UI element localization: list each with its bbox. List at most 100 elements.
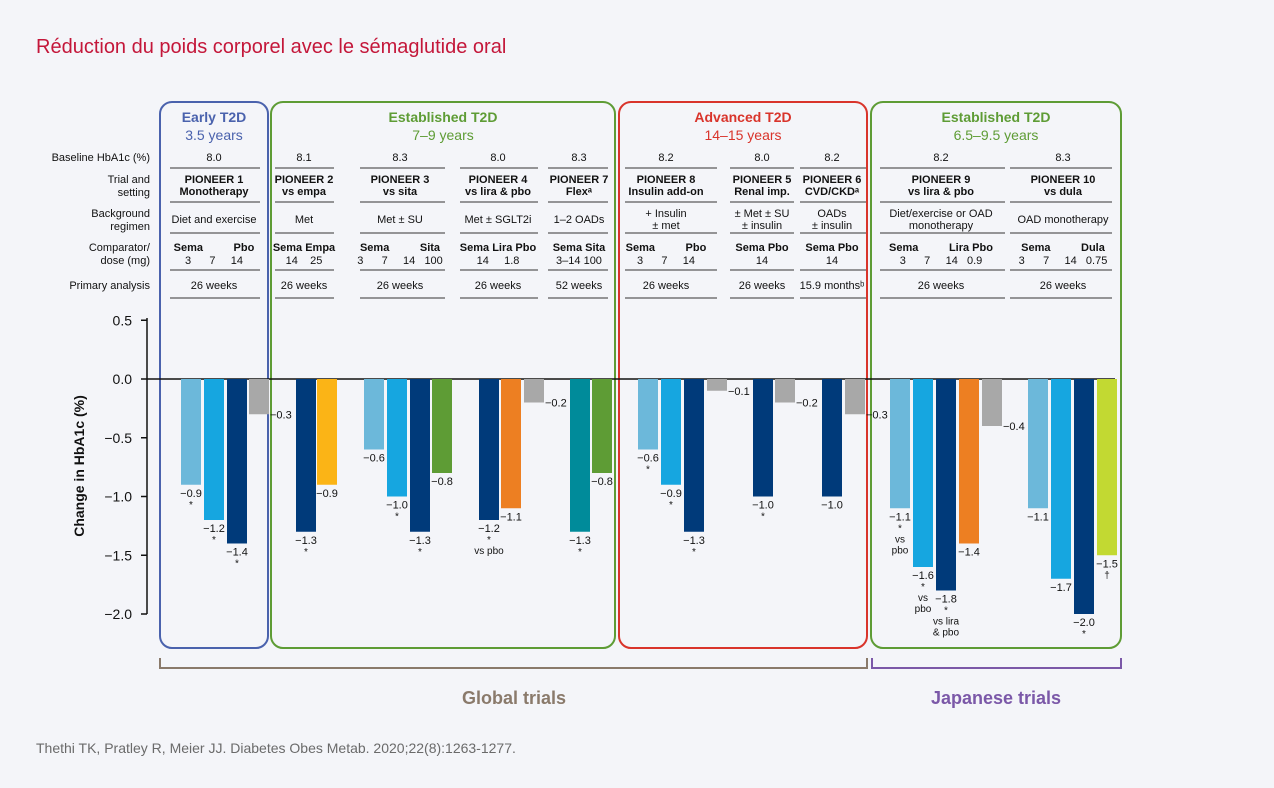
background-regimen: Diet and exercise	[172, 214, 257, 226]
trial-bracket	[159, 658, 868, 669]
bar-significance-note: *	[646, 465, 650, 476]
comparator-label: Sema Sita	[553, 242, 606, 254]
group-label: Established T2D	[389, 109, 498, 125]
bar	[753, 379, 773, 497]
background-regimen: + Insulin ± met	[645, 208, 686, 232]
primary-analysis: 15.9 monthsᵇ	[800, 280, 865, 292]
bar-value-label: −1.0	[386, 500, 408, 512]
group-years: 3.5 years	[185, 127, 243, 143]
bar	[913, 379, 933, 567]
bar-significance-note: *	[578, 547, 582, 558]
bar	[432, 379, 452, 473]
primary-analysis: 26 weeks	[281, 280, 328, 292]
bar-significance-note: *	[761, 512, 765, 523]
dose-label: 14	[756, 255, 768, 267]
bar-value-label: −0.9	[180, 488, 202, 500]
primary-analysis: 26 weeks	[377, 280, 424, 292]
bar	[524, 379, 544, 403]
row-label: Background regimen	[91, 208, 150, 233]
bar-value-label: −0.8	[591, 476, 613, 488]
bar	[387, 379, 407, 497]
dose-label: 3–14 100	[556, 255, 602, 267]
trial-name: PIONEER 1 Monotherapy	[179, 174, 249, 198]
bar-value-label: −0.6	[363, 453, 385, 465]
bar	[479, 379, 499, 520]
comparator-label: Sema Dula	[1021, 242, 1106, 254]
baseline-value: 8.2	[824, 152, 839, 164]
bar-value-label: −1.1	[1027, 511, 1049, 523]
trial-name: PIONEER 7 Flexᵃ	[550, 174, 609, 198]
trial-name: PIONEER 10 vs dula	[1031, 174, 1096, 198]
dose-label: 3 7 14	[185, 255, 243, 267]
bar-significance-note: *	[212, 535, 216, 546]
bar	[296, 379, 316, 532]
bar	[364, 379, 384, 450]
y-tick-label: −2.0	[104, 606, 132, 622]
bar-significance-note: *	[418, 547, 422, 558]
comparator-label: Sema Sita	[360, 242, 441, 254]
page-title: Réduction du poids corporel avec le séma…	[36, 36, 507, 58]
trial-name: PIONEER 5 Renal imp.	[733, 174, 792, 198]
comparator-label: Sema Lira Pbo	[460, 242, 537, 254]
primary-analysis: 26 weeks	[739, 280, 786, 292]
bar-value-label: −1.1	[500, 511, 522, 523]
primary-analysis: 26 weeks	[475, 280, 522, 292]
bar-value-label: −1.3	[569, 535, 591, 547]
bar	[845, 379, 865, 415]
bar-value-label: −0.9	[316, 488, 338, 500]
baseline-value: 8.2	[933, 152, 948, 164]
global-trials-label: Global trials	[462, 688, 566, 708]
row-label: Trial and setting	[108, 174, 150, 199]
dose-label: 14	[826, 255, 838, 267]
trial-name: PIONEER 4 vs lira & pbo	[465, 174, 531, 198]
trial-name: PIONEER 8 Insulin add-on	[628, 174, 703, 198]
bar	[204, 379, 224, 520]
bar	[181, 379, 201, 485]
y-tick-label: −1.0	[104, 489, 132, 505]
background-regimen: Met	[295, 214, 313, 226]
bar	[959, 379, 979, 544]
bar	[592, 379, 612, 473]
comparator-label: Sema Pbo	[626, 242, 707, 254]
bar-value-label: −1.7	[1050, 582, 1072, 594]
trial-name: PIONEER 3 vs sita	[371, 174, 430, 198]
row-label: Comparator/dose (mg)	[89, 242, 151, 267]
trial-bracket	[871, 658, 1122, 669]
bar-value-label: −1.0	[821, 500, 843, 512]
baseline-value: 8.3	[571, 152, 586, 164]
bar-value-label: −0.9	[660, 488, 682, 500]
bar	[227, 379, 247, 544]
bar	[822, 379, 842, 497]
background-regimen: OADs ± insulin	[812, 208, 852, 232]
citation: Thethi TK, Pratley R, Meier JJ. Diabetes…	[36, 740, 516, 756]
bar-significance-note: *	[189, 500, 193, 511]
bar-value-label: −1.8	[935, 594, 957, 606]
bar-value-label: −0.8	[431, 476, 453, 488]
bar-significance-note: †	[1104, 570, 1110, 581]
bar	[501, 379, 521, 509]
group-years: 14–15 years	[704, 127, 781, 143]
bar-value-label: −0.2	[545, 398, 567, 410]
baseline-value: 8.0	[754, 152, 769, 164]
trial-name: PIONEER 9 vs lira & pbo	[908, 174, 974, 198]
baseline-value: 8.3	[1055, 152, 1070, 164]
bar	[661, 379, 681, 485]
bar-value-label: −1.3	[683, 535, 705, 547]
baseline-value: 8.0	[490, 152, 505, 164]
bar	[936, 379, 956, 591]
bar-significance-note: *	[235, 559, 239, 570]
bar-value-label: −0.1	[728, 386, 750, 398]
background-regimen: ± Met ± SU ± insulin	[735, 208, 790, 232]
bar	[1097, 379, 1117, 556]
bar	[982, 379, 1002, 426]
group-box	[870, 101, 1122, 649]
comparator-label: Sema Pbo	[735, 242, 788, 254]
bar	[684, 379, 704, 532]
bar-value-label: −1.5	[1096, 558, 1118, 570]
bar-value-label: −1.3	[295, 535, 317, 547]
bar	[410, 379, 430, 532]
dose-label: 3 7 14 100	[357, 255, 443, 267]
baseline-value: 8.2	[658, 152, 673, 164]
group-label: Early T2D	[182, 109, 247, 125]
bar	[638, 379, 658, 450]
